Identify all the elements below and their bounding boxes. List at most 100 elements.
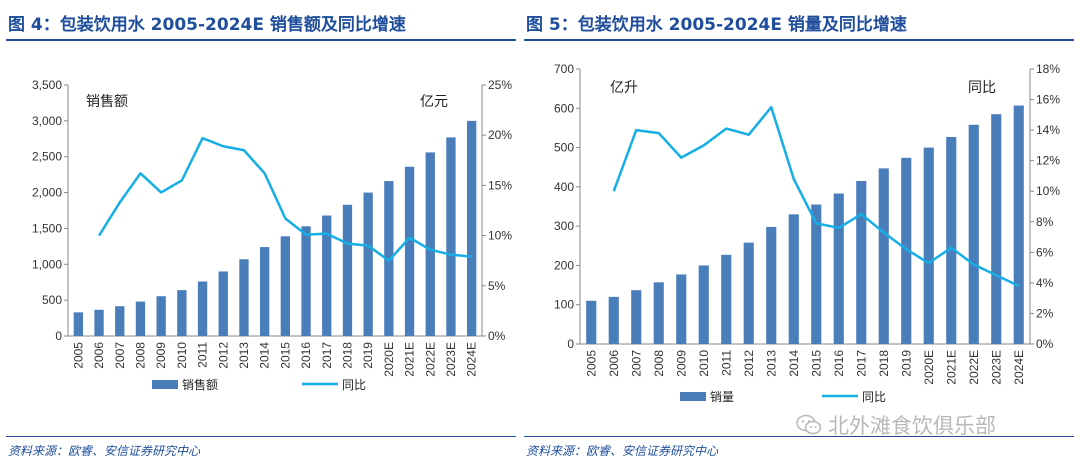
right-x-tick-label: 2022E (967, 350, 981, 385)
right-bar-2016 (833, 193, 844, 344)
left-left-tick-label: 2,000 (32, 186, 62, 200)
right-bar-2023E (991, 114, 1002, 344)
right-x-tick-label: 2019 (899, 350, 913, 377)
left-x-tick-label: 2014 (258, 342, 272, 369)
right-left-tick-label: 200 (554, 258, 574, 272)
left-x-tick-label: 2021E (403, 342, 417, 377)
right-x-tick-label: 2014 (787, 350, 801, 377)
right-right-tick-label: 2% (1036, 306, 1054, 320)
left-bar-2005 (73, 312, 84, 336)
left-left-tick-label: 0 (55, 329, 62, 343)
left-right-tick-label: 10% (488, 229, 512, 243)
left-sales-chart: 0 500 1,000 1,500 2,000 2,500 3,000 3,500 0% 5% 10… (32, 78, 512, 392)
left-title-divider (6, 39, 516, 41)
right-x-tick-label: 2011 (719, 350, 733, 376)
left-bar-2015 (280, 236, 291, 336)
right-left-unit-label: 亿升 (610, 80, 638, 96)
right-x-tick-label: 2016 (832, 350, 846, 377)
right-x-tick-label: 2018 (877, 350, 891, 377)
right-figure-panel: 图 5：包装饮用水 2005-2024E 销量及同比增速 0 100 200 300 4… (520, 0, 1080, 471)
right-bar-2017 (856, 180, 867, 344)
left-left-tick-label: 1,500 (32, 221, 62, 235)
left-x-tick-label: 2017 (320, 342, 334, 369)
left-x-tick-label: 2010 (175, 342, 189, 369)
right-bar-2020E (923, 147, 934, 344)
right-right-tick-label: 10% (1036, 184, 1060, 198)
left-x-tick-label: 2015 (278, 342, 292, 369)
left-right-tick-label: 15% (488, 178, 512, 192)
right-right-tick-label: 6% (1036, 245, 1054, 259)
right-legend-bar-swatch (680, 392, 706, 401)
right-x-tick-label: 2015 (809, 350, 823, 377)
right-bar-2013 (766, 226, 777, 344)
left-legend-line-label: 同比 (342, 378, 366, 392)
right-bar-2015 (811, 204, 822, 344)
right-bar-2014 (788, 214, 799, 344)
left-source-note: 资料来源：欧睿、安信证券研究中心 (8, 444, 201, 458)
right-left-tick-label: 100 (554, 298, 574, 312)
left-x-tick-label: 2008 (133, 342, 147, 369)
right-left-tick-label: 500 (554, 141, 574, 155)
left-legend-bar-label: 销售额 (182, 377, 218, 392)
right-source-note: 资料来源：欧睿、安信证券研究中心 (526, 444, 719, 458)
right-x-tick-label: 2009 (674, 350, 688, 377)
right-x-tick-label: 2024E (1012, 350, 1026, 385)
left-bar-2009 (156, 296, 166, 336)
left-bar-2010 (177, 290, 187, 336)
left-x-tick-label: 2018 (340, 342, 354, 369)
right-left-tick-label: 0 (567, 337, 574, 351)
right-x-tick-label: 2012 (742, 350, 756, 377)
right-bar-2007 (631, 290, 642, 344)
right-right-tick-label: 18% (1036, 62, 1060, 76)
right-x-tick-label: 2010 (697, 350, 711, 377)
right-bar-2024E (1013, 105, 1024, 345)
right-bar-2022E (968, 124, 979, 345)
watermark-text: 北外滩食饮俱乐部 (828, 414, 996, 438)
left-x-tick-label: 2016 (299, 342, 313, 369)
left-bar-2018 (342, 204, 353, 336)
left-x-tick-label: 2007 (113, 342, 127, 369)
right-x-tick-label: 2006 (607, 350, 621, 377)
left-figure-title: 图 4：包装饮用水 2005-2024E 销售额及同比增速 (8, 15, 406, 35)
left-bar-2012 (218, 271, 228, 336)
right-bar-2018 (878, 168, 889, 344)
right-x-tick-label: 2017 (854, 350, 868, 377)
left-bar-2019 (363, 192, 373, 336)
left-right-unit-label: 亿元 (420, 94, 448, 110)
left-bar-2013 (239, 259, 249, 336)
left-x-tick-label: 2020E (382, 342, 396, 377)
left-bar-2007 (115, 306, 125, 336)
right-legend-line-label: 同比 (862, 390, 886, 404)
right-left-tick-label: 300 (554, 219, 574, 233)
right-bar-2021E (946, 136, 957, 344)
right-bar-2011 (721, 254, 732, 344)
left-legend-bar-swatch (152, 380, 178, 389)
right-right-tick-label: 16% (1036, 93, 1060, 107)
wechat-icon (796, 414, 822, 435)
right-left-tick-label: 400 (554, 180, 574, 194)
right-bar-2005 (586, 300, 597, 344)
right-figure-title: 图 5：包装饮用水 2005-2024E 销量及同比增速 (526, 15, 907, 35)
left-bar-2021E (404, 166, 415, 336)
right-x-tick-label: 2023E (989, 350, 1003, 385)
right-x-tick-label: 2008 (652, 350, 666, 377)
left-left-tick-label: 1,000 (32, 257, 62, 271)
left-bar-2020E (384, 181, 394, 336)
right-right-unit-label: 同比 (968, 80, 996, 96)
left-bar-2011 (197, 281, 208, 336)
left-right-tick-label: 0% (488, 329, 506, 343)
left-bar-2024E (466, 120, 477, 336)
left-x-tick-label: 2013 (237, 342, 251, 369)
right-legend-bar-label: 销量 (710, 390, 734, 404)
right-right-tick-label: 4% (1036, 276, 1054, 290)
watermark: 北外滩食饮俱乐部 (796, 410, 996, 440)
left-x-tick-label: 2023E (444, 342, 458, 377)
left-figure-panel: 图 4：包装饮用水 2005-2024E 销售额及同比增速 0 500 1,000 1… (0, 0, 530, 471)
right-right-tick-label: 12% (1036, 154, 1060, 168)
left-bar-2022E (425, 152, 435, 336)
right-title-divider (524, 39, 1074, 41)
left-left-tick-label: 500 (42, 293, 62, 307)
right-source-divider (524, 436, 1074, 437)
right-bar-2008 (653, 282, 664, 344)
left-x-tick-label: 2009 (154, 342, 168, 369)
